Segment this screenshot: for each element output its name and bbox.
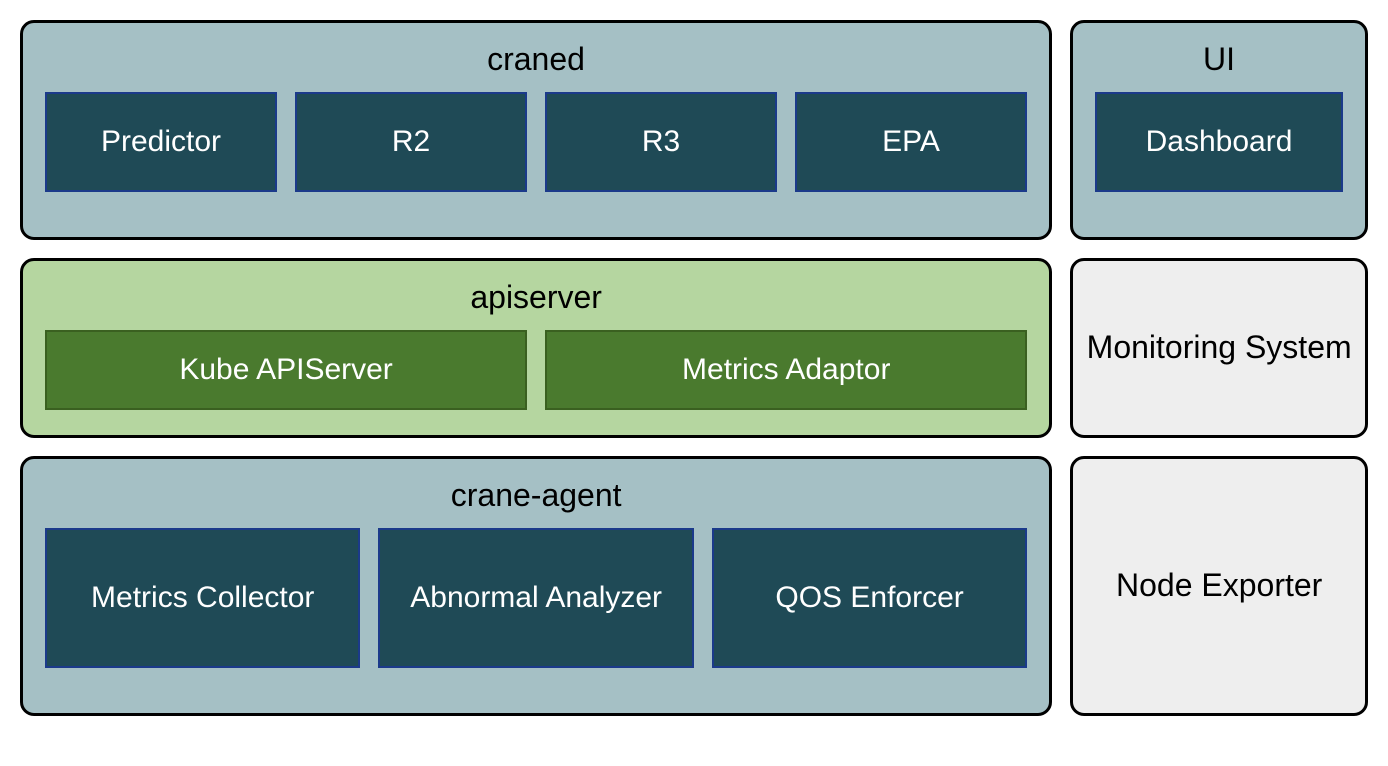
side-box: Node Exporter xyxy=(1070,456,1368,716)
component-box: Dashboard xyxy=(1095,92,1343,192)
components-row: Kube APIServerMetrics Adaptor xyxy=(45,330,1027,410)
component-box: R3 xyxy=(545,92,777,192)
component-box: Predictor xyxy=(45,92,277,192)
container-box: craned PredictorR2R3EPA xyxy=(20,20,1052,240)
diagram-row: craned PredictorR2R3EPA UI Dashboard xyxy=(20,20,1368,240)
diagram-row: apiserver Kube APIServerMetrics Adaptor Mo… xyxy=(20,258,1368,438)
container-title: craned xyxy=(487,41,585,78)
components-row: Metrics CollectorAbnormal AnalyzerQOS En… xyxy=(45,528,1027,668)
components-row: PredictorR2R3EPA xyxy=(45,92,1027,192)
container-title: apiserver xyxy=(470,279,602,316)
components-row: Dashboard xyxy=(1095,92,1343,192)
side-box: Monitoring System xyxy=(1070,258,1368,438)
container-box: crane-agent Metrics CollectorAbnormal Ana… xyxy=(20,456,1052,716)
component-box: R2 xyxy=(295,92,527,192)
container-box: apiserver Kube APIServerMetrics Adaptor xyxy=(20,258,1052,438)
component-box: Metrics Adaptor xyxy=(545,330,1027,410)
component-box: QOS Enforcer xyxy=(712,528,1027,668)
container-title: crane-agent xyxy=(451,477,622,514)
component-box: Kube APIServer xyxy=(45,330,527,410)
component-box: Abnormal Analyzer xyxy=(378,528,693,668)
component-box: Metrics Collector xyxy=(45,528,360,668)
container-title: UI xyxy=(1203,41,1235,78)
diagram-row: crane-agent Metrics CollectorAbnormal Ana… xyxy=(20,456,1368,716)
container-box: UI Dashboard xyxy=(1070,20,1368,240)
component-box: EPA xyxy=(795,92,1027,192)
